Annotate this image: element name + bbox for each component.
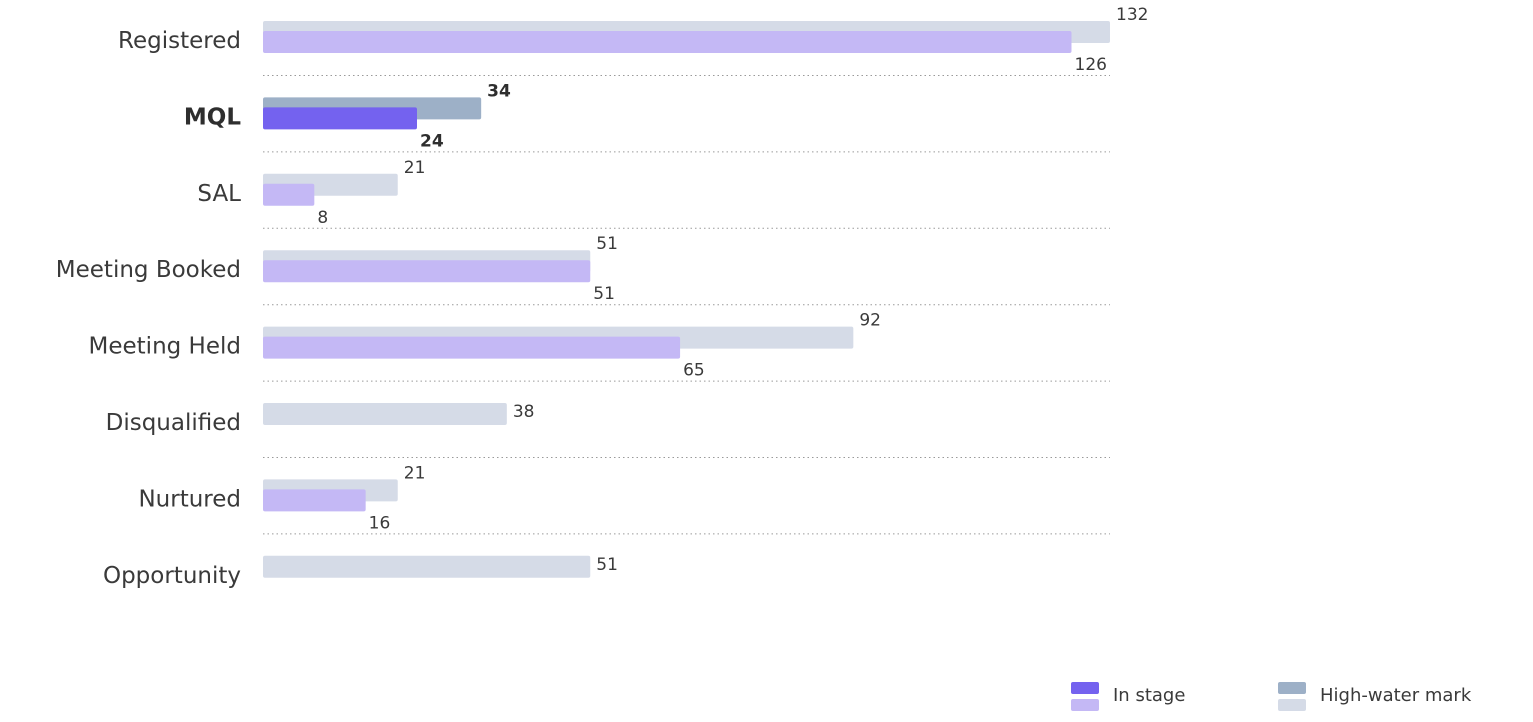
category-label: Nurtured: [138, 486, 241, 512]
legend-label-high-water: High-water mark: [1320, 685, 1472, 706]
legend-swatch-in-stage-light: [1071, 699, 1099, 711]
bar-in-stage: [263, 336, 681, 359]
legend-label-in-stage: In stage: [1113, 685, 1185, 706]
chart-row-opportunity: Opportunity 51: [103, 555, 618, 589]
category-label: Meeting Booked: [56, 257, 241, 283]
chart-row-nurtured: Nurtured 21 16: [138, 463, 1110, 535]
value-label-in-stage: 126: [1075, 55, 1107, 75]
category-label: SAL: [197, 181, 241, 207]
chart-rows: Registered 132 126 MQL 34 24 SAL 21 8 Meeting Boo…: [56, 5, 1149, 589]
chart-row-registered: Registered 132 126: [118, 5, 1148, 76]
legend: In stage High-water mark: [1071, 682, 1472, 711]
value-label-high-water: 21: [404, 463, 426, 483]
legend-swatch-high-water-light: [1278, 699, 1306, 711]
legend-swatch-in-stage: [1071, 682, 1099, 694]
category-label: MQL: [184, 104, 241, 130]
chart-row-disqualified: Disqualified 38: [106, 402, 1110, 458]
category-label: Disqualified: [106, 410, 241, 436]
value-label-high-water: 51: [596, 555, 618, 575]
value-label-high-water: 132: [1116, 5, 1148, 25]
value-label-in-stage: 65: [683, 361, 705, 381]
bar-in-stage: [263, 107, 417, 130]
value-label-in-stage: 51: [593, 284, 615, 304]
bar-in-stage: [263, 31, 1072, 53]
chart-row-meeting-booked: Meeting Booked 51 51: [56, 234, 1110, 306]
value-label-in-stage: 16: [369, 513, 391, 533]
chart-row-meeting-held: Meeting Held 92 65: [89, 311, 1110, 382]
category-label: Registered: [118, 28, 241, 54]
value-label-in-stage: 24: [420, 131, 444, 151]
bar-in-stage: [263, 260, 591, 283]
bar-in-stage: [263, 489, 366, 512]
value-label-high-water: 21: [404, 158, 426, 178]
value-label-high-water: 34: [487, 81, 511, 101]
value-label-in-stage: 8: [317, 208, 328, 228]
chart-row-sal: SAL 21 8: [197, 158, 1110, 229]
chart-row-mql: MQL 34 24: [184, 81, 1110, 153]
legend-swatch-high-water: [1278, 682, 1306, 694]
value-label-high-water: 92: [859, 311, 881, 331]
category-label: Opportunity: [103, 563, 241, 589]
value-label-high-water: 38: [513, 402, 535, 422]
bar-high-water: [263, 555, 591, 578]
category-label: Meeting Held: [89, 334, 241, 360]
value-label-high-water: 51: [596, 234, 618, 254]
bar-in-stage: [263, 183, 315, 206]
bar-high-water: [263, 403, 507, 425]
